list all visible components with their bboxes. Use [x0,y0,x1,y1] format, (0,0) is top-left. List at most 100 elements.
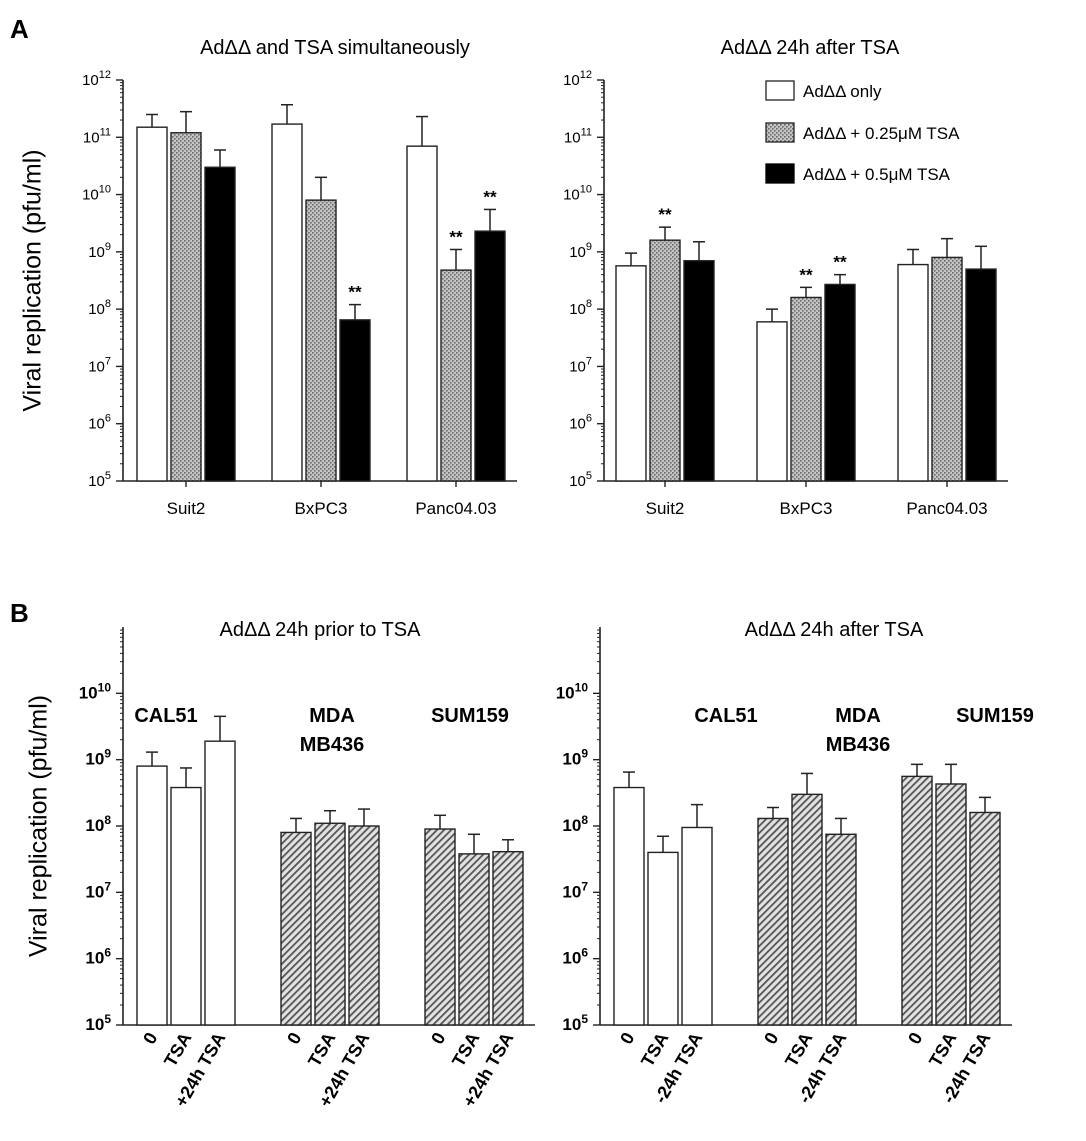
group-label: CAL51 [694,705,757,727]
bar [271,123,303,482]
y-tick-label: 1010 [82,184,111,204]
bar [204,166,236,482]
group-label: MB436 [300,734,364,756]
y-tick-label: 1010 [556,680,589,702]
legend-swatch-dots [765,122,795,143]
y-tick-label: 105 [562,1012,588,1034]
y-tick-label: 1011 [564,126,592,146]
bar [424,828,456,1026]
y-tick-label: 107 [85,879,111,901]
panel-label-b: B [10,598,29,628]
bar-category-label: TSA [781,1029,816,1070]
bar [791,793,823,1026]
y-tick-label: 107 [569,355,592,375]
bar-category-label: TSA [448,1029,483,1070]
charts: AdΔΔ and TSA simultaneously Viral replica… [19,37,1034,1110]
bar [305,199,337,482]
bar [458,853,490,1026]
y-tick-label: 105 [569,470,592,490]
bar-category-label: 0 [283,1029,305,1048]
x-category-label: BxPC3 [295,499,348,518]
bar [824,283,856,482]
bar [790,296,822,482]
chart-title: AdΔΔ 24h prior to TSA [220,619,422,641]
bar [339,319,371,482]
x-category-label: Panc04.03 [415,499,496,518]
legend-swatch-white [765,80,795,101]
bar [647,851,679,1026]
y-axis-label: Viral replication (pfu/ml) [25,695,53,957]
bar-category-label: TSA [304,1029,339,1070]
y-tick-label: 106 [88,413,111,433]
x-category-label: Suit2 [646,499,685,518]
bar [935,783,967,1026]
bar-category-label: 0 [139,1029,161,1048]
y-tick-label: 1010 [79,680,112,702]
bar [492,850,524,1026]
y-tick-label: 108 [85,813,111,835]
bar [406,145,438,482]
significance-marker: ** [348,283,362,302]
chart-title: AdΔΔ and TSA simultaneously [200,37,470,59]
legend-label-low-tsa: AdΔΔ + 0.25μM TSA [803,124,960,143]
y-tick-label: 105 [88,470,111,490]
y-tick-label: 106 [562,946,588,968]
group-label: CAL51 [134,705,197,727]
y-tick-label: 108 [569,298,592,318]
legend-swatch-black [765,163,795,184]
bar [897,263,929,482]
group-label: MB436 [826,734,890,756]
x-category-label: BxPC3 [780,499,833,518]
x-category-label: Panc04.03 [906,499,987,518]
y-tick-label: 1010 [563,184,592,204]
group-label: MDA [835,705,881,727]
bar [136,126,168,482]
y-tick-label: 109 [562,747,588,769]
y-tick-label: 107 [562,879,588,901]
group-label: MDA [309,705,355,727]
chart-title: AdΔΔ 24h after TSA [745,619,924,641]
significance-marker: ** [449,227,463,246]
y-tick-label: 108 [88,298,111,318]
bar [649,239,681,482]
y-tick-label: 1012 [82,69,111,89]
bar-category-label: TSA [925,1029,960,1070]
bar [756,321,788,482]
bar [969,811,1001,1026]
bar [440,269,472,482]
bar [280,831,312,1026]
significance-marker: ** [833,253,847,272]
y-tick-label: 105 [85,1012,111,1034]
bar-category-label: TSA [160,1029,195,1070]
bar [170,132,202,482]
bar [136,765,168,1026]
legend-label-high-tsa: AdΔΔ + 0.5μM TSA [803,165,951,184]
bar [613,786,645,1026]
y-tick-label: 1011 [83,126,111,146]
y-axis-label: Viral replication (pfu/ml) [19,149,47,411]
bar [474,230,506,482]
bar-category-label: 0 [904,1029,926,1048]
group-label: SUM159 [956,705,1034,727]
y-tick-label: 109 [569,241,592,261]
legend: AdΔΔ only AdΔΔ + 0.25μM TSA AdΔΔ + 0.5μM… [765,80,960,184]
significance-marker: ** [483,187,497,206]
bar [683,260,715,482]
bar [931,256,963,482]
y-tick-label: 108 [562,813,588,835]
significance-marker: ** [658,205,672,224]
chart-a1: AdΔΔ and TSA simultaneously Viral replica… [19,37,517,518]
bar [348,825,380,1026]
bar [170,786,202,1026]
bar-category-label: 0 [427,1029,449,1048]
bar [757,817,789,1026]
y-tick-label: 107 [88,355,111,375]
panel-label-a: A [10,14,29,44]
y-tick-label: 109 [88,241,111,261]
bar [314,822,346,1026]
bar [681,826,713,1026]
bar-category-label: 0 [760,1029,782,1048]
chart-title: AdΔΔ 24h after TSA [721,37,900,59]
y-tick-label: 1012 [563,69,592,89]
